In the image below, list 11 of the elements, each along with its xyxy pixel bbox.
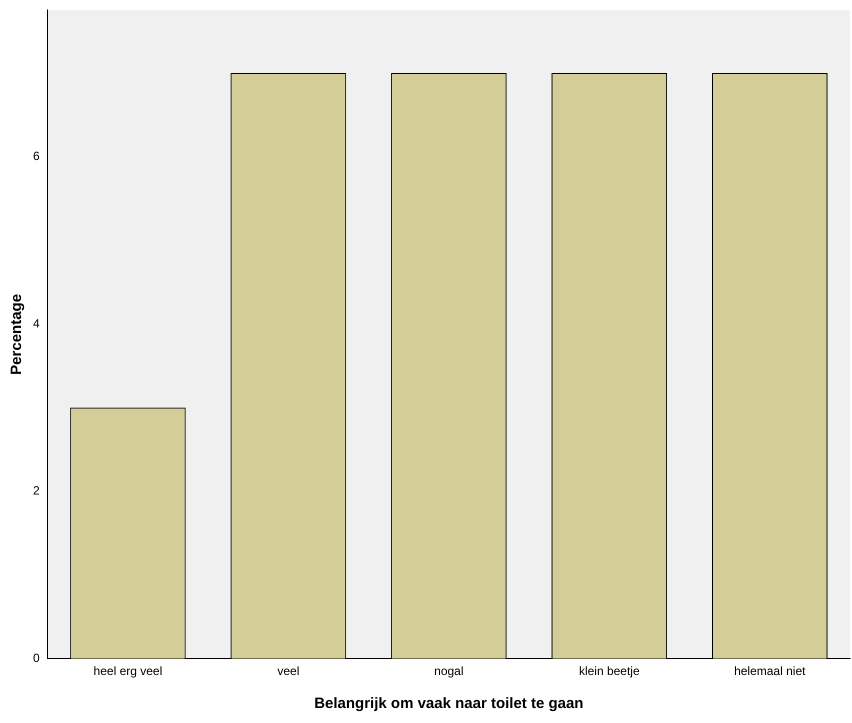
- x-tick-label: heel erg veel: [94, 664, 162, 678]
- x-tick-label: klein beetje: [578, 664, 640, 678]
- x-axis-title: Belangrijk om vaak naar toilet te gaan: [314, 695, 584, 712]
- y-tick-label: 2: [32, 484, 40, 498]
- y-tick-label: 0: [32, 650, 40, 665]
- y-axis-title: Percentage: [8, 294, 26, 375]
- x-tick-label: helemaal niet: [734, 664, 806, 678]
- x-tick-label: nogal: [434, 664, 464, 678]
- x-tick-label: veel: [277, 664, 300, 678]
- y-tick-label: 4: [32, 316, 40, 330]
- y-tick-label: 6: [32, 148, 40, 163]
